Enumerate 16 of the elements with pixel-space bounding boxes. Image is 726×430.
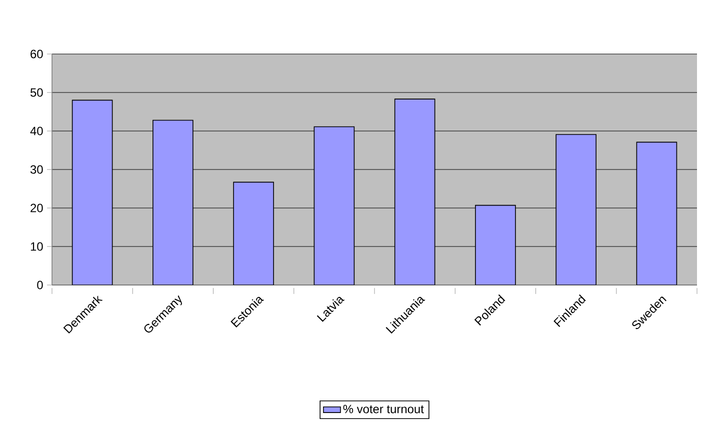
bar <box>314 126 355 285</box>
bar <box>636 142 678 285</box>
bar <box>556 134 596 285</box>
y-tick-label: 0 <box>37 280 43 290</box>
bar <box>72 100 113 285</box>
legend-label: % voter turnout <box>343 404 424 414</box>
bar <box>475 204 516 285</box>
y-tick-label: 20 <box>30 204 43 212</box>
y-tick-label: 60 <box>30 50 43 58</box>
y-tick-label: 50 <box>30 88 43 97</box>
y-tick-label: 10 <box>30 242 43 251</box>
bar <box>152 120 194 285</box>
y-tick-label: 40 <box>30 126 43 136</box>
bar <box>233 182 274 285</box>
bar <box>394 98 436 285</box>
y-tick-label: 30 <box>30 165 43 174</box>
